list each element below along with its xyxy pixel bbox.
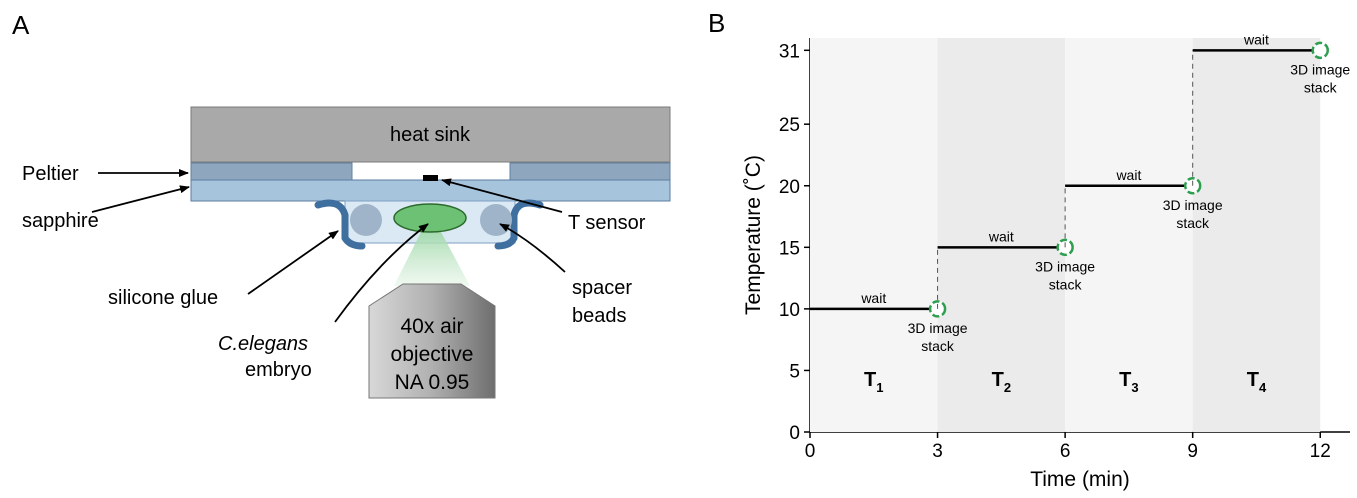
embryo-label: embryo [245,359,312,381]
y-tick-label: 10 [779,300,800,321]
y-tick-label: 0 [789,423,800,444]
y-tick-label: 31 [779,41,800,62]
arrow [91,185,190,213]
x-tick-label: 3 [932,441,943,462]
y-tick-label: 25 [779,115,800,136]
y-tick-label: 20 [779,177,800,198]
marker-label: stack [1304,79,1338,95]
objective-label: NA 0.95 [395,371,470,394]
arrow [441,178,563,213]
spacer-beads-label: spacer [572,277,632,299]
phase-label: T1 [864,369,883,395]
chart: B Time (min) Temperature (˚C) wait 3D ima… [708,8,1350,491]
phase-subscript: 4 [1259,380,1267,395]
panel-label: A [12,10,30,40]
marker-label: stack [1176,215,1210,231]
marker-label: stack [921,338,955,354]
marker-label: 3D image [908,320,968,336]
phase-label: T2 [992,369,1011,395]
sapphire [190,179,671,202]
phase-band [1065,38,1193,432]
peltier [190,162,353,181]
y-tick-label: 15 [779,238,800,259]
silicone-glue [314,199,366,250]
peltier-label: Peltier [22,163,79,185]
phase-subscript: 2 [1004,380,1011,395]
marker-label: 3D image [1035,258,1095,274]
x-axis-label: Time (min) [1030,468,1130,491]
objective-label: 40x air [400,315,463,338]
t-sensor-label: T sensor [568,212,646,234]
objective [368,283,496,399]
marker-label: 3D image [1163,197,1223,213]
y-tick-label: 5 [789,361,800,382]
marker-label: 3D image [1290,61,1350,77]
heat-sink [190,106,671,163]
x-tick-label: 6 [1060,441,1071,462]
phase-band [810,38,938,432]
phase-band [1192,38,1321,432]
sapphire-label: sapphire [22,210,99,232]
embryo-label: C.elegans [218,333,308,355]
phase-name: T [864,369,876,391]
light-cone [394,232,470,286]
spacer-bead [350,204,382,236]
annotation: wait [860,290,886,306]
silicone-glue-label: silicone glue [108,287,218,309]
panel-label: B [708,8,725,38]
heat-sink-label: heat sink [390,124,471,146]
x-tick-label: 12 [1310,441,1331,462]
t-sensor [423,175,438,181]
objective-label: objective [391,343,474,366]
marker-label: stack [1049,276,1083,292]
annotation: wait [988,228,1014,244]
arrow [499,223,566,273]
phase-name: T [1247,369,1259,391]
phase-name: T [992,369,1004,391]
y-axis-label: Temperature (˚C) [742,155,765,315]
spacer-beads-label: beads [572,305,627,327]
phase-label: T4 [1247,369,1267,395]
image-marker [1311,41,1329,60]
annotation: wait [1115,167,1141,183]
embryo [393,203,467,233]
diagram: A heat sink 40x air objective NA 0.95 Pe… [12,10,671,399]
phase-label: T3 [1119,369,1138,395]
phase-subscript: 3 [1131,380,1138,395]
phase-name: T [1119,369,1131,391]
phase-subscript: 1 [876,380,883,395]
x-tick-label: 9 [1187,441,1198,462]
x-tick-label: 0 [805,441,816,462]
arrow [247,230,339,295]
phase-band [937,38,1066,432]
peltier [509,162,671,181]
annotation: wait [1243,31,1269,47]
spacer-bead [480,204,512,236]
arrow [334,223,429,323]
